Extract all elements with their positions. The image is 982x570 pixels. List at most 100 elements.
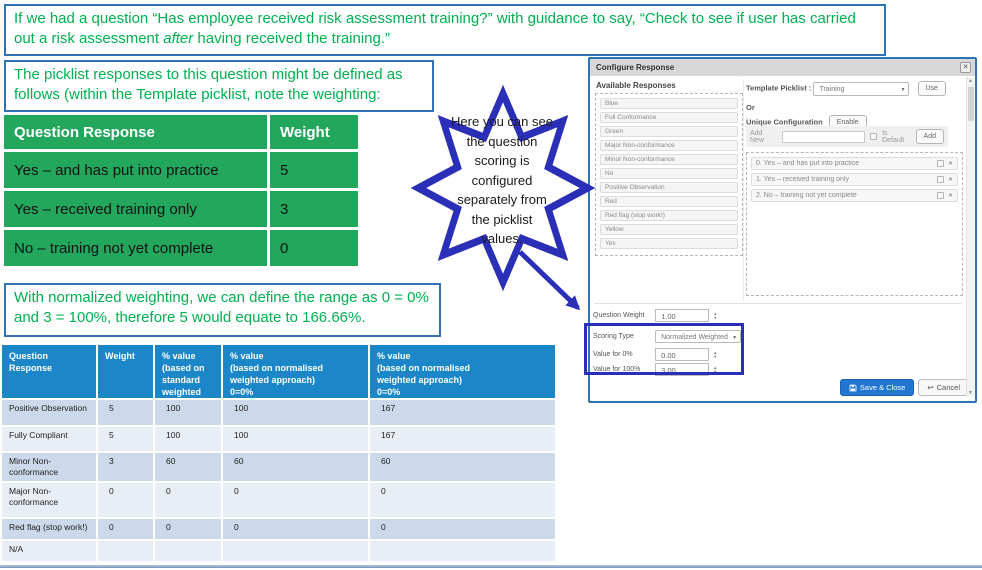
scoring-type-select[interactable]: Normalized Weighted ▼ <box>655 330 742 343</box>
normalized-note: With normalized weighting, we can define… <box>4 283 441 337</box>
table-cell: 0 <box>223 483 368 517</box>
scrollbar-thumb[interactable] <box>968 87 974 121</box>
available-response-item[interactable]: Red flag (stop work!) <box>600 210 738 221</box>
selected-response-item[interactable]: 2. No – training not yet complete ✕ <box>751 189 958 202</box>
table-cell: 60 <box>223 453 368 481</box>
save-icon <box>849 384 857 391</box>
checkbox[interactable] <box>936 160 944 167</box>
section-divider <box>594 303 962 304</box>
table-cell: 100 <box>155 427 221 451</box>
checkbox[interactable] <box>936 192 944 199</box>
available-responses-list: Blue Full Conformance Green Major Non-co… <box>595 93 743 256</box>
table-cell: 5 <box>98 427 153 451</box>
table-cell: 60 <box>155 453 221 481</box>
table-cell: 0 <box>98 483 153 517</box>
scrollbar[interactable]: ▲ ▼ <box>966 77 974 397</box>
spinner[interactable]: ▲ ▼ <box>713 349 718 359</box>
table-cell: 0 <box>370 483 555 517</box>
available-response-item[interactable]: Blue <box>600 98 738 109</box>
question-weight-input[interactable]: 1.00 <box>655 309 710 322</box>
picklist-weight-table: Question Response Weight Yes – and has p… <box>4 115 358 266</box>
top-note-text-end: having received the training.” <box>193 29 391 47</box>
top-note-text: If we had a question “Has employee recei… <box>14 10 856 47</box>
top-note: If we had a question “Has employee recei… <box>4 4 886 56</box>
close-icon[interactable]: ✕ <box>960 62 971 73</box>
available-response-item[interactable]: Red <box>600 196 738 207</box>
add-button[interactable]: Add <box>915 129 945 144</box>
selected-response-label: 1. Yes – received training only <box>756 176 850 183</box>
remove-icon[interactable]: ✕ <box>947 193 953 199</box>
use-button[interactable]: Use <box>917 81 946 96</box>
table-cell: 3 <box>270 191 358 227</box>
remove-icon[interactable]: ✕ <box>947 161 953 167</box>
cancel-button[interactable]: ↩ Cancel <box>918 379 969 396</box>
question-weight-label: Question Weight <box>593 312 645 319</box>
column-header: Weight <box>98 345 153 398</box>
value-for-100-input[interactable]: 3.00 <box>655 363 710 376</box>
add-new-strip: Add New Is Default Add <box>746 126 948 147</box>
scoring-type-value: Normalized Weighted <box>661 334 728 341</box>
value-for-0-label: Value for 0% <box>593 351 633 358</box>
template-picklist-select[interactable]: Training ▼ <box>813 81 910 96</box>
table-cell: 0 <box>223 519 368 539</box>
callout-arrow <box>518 250 581 311</box>
table-cell: 5 <box>270 152 358 188</box>
scroll-up-icon[interactable]: ▲ <box>968 78 973 84</box>
available-responses-title: Available Responses <box>596 81 676 90</box>
or-label: Or <box>746 103 755 112</box>
available-response-item[interactable]: Major Non-conformance <box>600 140 738 151</box>
available-response-item[interactable]: Yes <box>600 238 738 249</box>
spinner[interactable]: ▲ ▼ <box>713 310 718 320</box>
selected-response-item[interactable]: 0. Yes – and has put into practice ✕ <box>751 157 958 170</box>
available-response-item[interactable]: Yellow <box>600 224 738 235</box>
table-cell: Yes – received training only <box>4 191 267 227</box>
available-response-item[interactable]: Full Conformance <box>600 112 738 123</box>
table-cell: 5 <box>98 400 153 425</box>
column-header: Weight <box>270 115 358 149</box>
table-cell: 167 <box>370 427 555 451</box>
selected-response-label: 0. Yes – and has put into practice <box>756 160 860 167</box>
table-cell: Fully Compliant <box>2 427 96 451</box>
picklist-note: The picklist responses to this question … <box>4 60 434 112</box>
column-header: Question Response <box>4 115 267 149</box>
dialog-title: Configure Response <box>590 59 975 76</box>
save-close-label: Save & Close <box>859 383 906 392</box>
table-cell <box>223 541 368 561</box>
add-new-label: Add New <box>750 129 765 144</box>
available-response-item[interactable]: Positive Observation <box>600 182 738 193</box>
selected-response-item[interactable]: 1. Yes – received training only ✕ <box>751 173 958 186</box>
table-cell: Major Non-conformance <box>2 483 96 517</box>
table-cell: No – training not yet complete <box>4 230 267 266</box>
table-cell: Positive Observation <box>2 400 96 425</box>
selected-responses-list: 0. Yes – and has put into practice ✕ 1. … <box>746 152 963 296</box>
table-cell <box>370 541 555 561</box>
column-header: % value (based on standard weighted <box>155 345 221 398</box>
save-close-button[interactable]: Save & Close <box>839 379 915 396</box>
template-picklist-label: Template Picklist : <box>746 83 812 93</box>
scroll-down-icon[interactable]: ▼ <box>968 390 973 396</box>
table-cell: 100 <box>223 400 368 425</box>
table-cell: 0 <box>370 519 555 539</box>
starburst-shape <box>410 84 596 292</box>
table-cell: 100 <box>223 427 368 451</box>
remove-icon[interactable]: ✕ <box>947 177 953 183</box>
slide-bottom-line <box>0 565 982 568</box>
available-response-item[interactable]: No <box>600 168 738 179</box>
add-new-input[interactable] <box>782 130 866 143</box>
spinner[interactable]: ▲ ▼ <box>713 364 718 374</box>
table-cell: 60 <box>370 453 555 481</box>
value-for-0-input[interactable]: 0.00 <box>655 348 710 361</box>
table-cell: Red flag (stop work!) <box>2 519 96 539</box>
is-default-checkbox[interactable] <box>870 133 878 140</box>
table-cell: 100 <box>155 400 221 425</box>
scoring-type-label: Scoring Type <box>593 333 634 340</box>
table-cell: 3 <box>98 453 153 481</box>
available-response-item[interactable]: Green <box>600 126 738 137</box>
checkbox[interactable] <box>936 176 944 183</box>
scoring-comparison-table: Question Response Weight % value (based … <box>2 345 555 561</box>
value-for-100-label: Value for 100% <box>593 366 641 373</box>
column-header: Question Response <box>2 345 96 398</box>
available-response-item[interactable]: Minor Non-conformance <box>600 154 738 165</box>
chevron-down-icon: ▼ <box>900 86 906 93</box>
